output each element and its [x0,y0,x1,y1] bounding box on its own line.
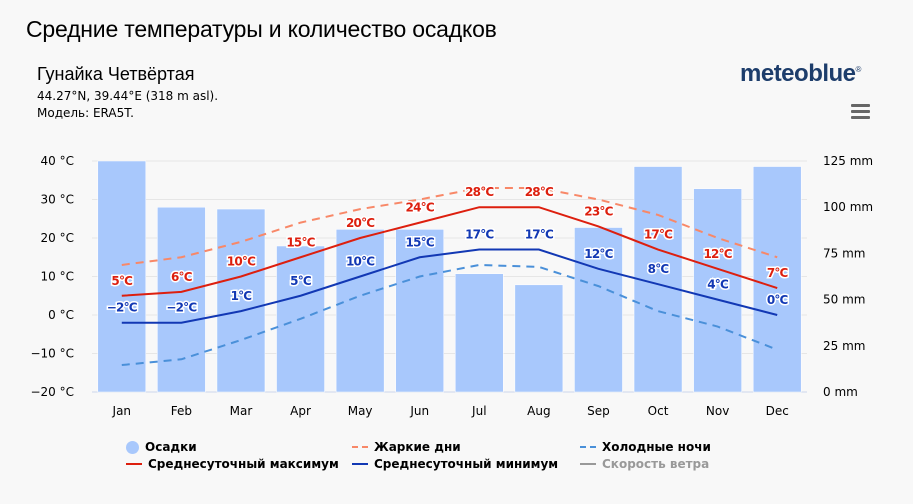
data-label: −2°C [166,301,197,315]
y-tick-label: −10 °C [30,347,74,361]
data-label: 10°C [227,255,256,269]
data-label: 0°C [767,293,789,307]
x-tick-label: Oct [648,404,669,418]
x-tick-label: Jul [471,404,486,418]
data-label: 5°C [111,274,133,288]
data-label: 4°C [707,278,729,292]
y2-tick-label: 25 mm [823,339,865,353]
legend-label: Скорость ветра [602,457,710,471]
location-name: Гунайка Четвёртая [37,64,195,84]
legend-label: Среднесуточный минимум [374,457,559,471]
precip-bar [157,206,206,393]
data-label: 20°C [346,216,375,230]
legend-min[interactable]: Среднесуточный минимум [352,457,558,471]
data-label: 17°C [525,228,554,242]
precip-bar [574,227,623,393]
data-label: 8°C [648,262,670,276]
y2-tick-label: 50 mm [823,293,865,307]
cold-nights-line [121,263,778,367]
y2-tick-label: 125 mm [823,154,873,168]
climate-chart: 40 °C 30 °C 20 °C 10 °C 0 °C −10 °C −20 °C 125 … [30,154,873,418]
y-tick-label: 20 °C [41,231,74,245]
x-tick-label: Jan [112,404,132,418]
data-label: −2°C [107,301,138,315]
y-tick-label: 10 °C [41,270,74,284]
legend-cold[interactable]: Холодные ночи [580,440,711,454]
y2-tick-label: 75 mm [823,246,865,260]
data-label: 15°C [406,235,435,249]
max-temp-line [121,206,778,297]
line-icon [126,463,142,465]
legend-label: Жаркие дни [374,440,461,454]
y-tick-label: 30 °C [41,193,74,207]
data-label: 1°C [231,289,253,303]
data-label: 10°C [346,255,375,269]
precip-bar [216,208,266,393]
data-label: 17°C [644,228,673,242]
data-label: 23°C [584,204,613,218]
y-tick-label: −20 °C [30,385,74,399]
data-label: 12°C [584,247,613,261]
precip-bar [514,284,564,393]
dashed-line-icon [352,446,368,448]
precip-bar [395,229,444,393]
model-info: Модель: ERA5T. [37,106,134,120]
x-tick-label: Aug [527,404,550,418]
data-label: 7°C [767,266,789,280]
precip-bar [97,160,147,393]
y-tick-label: 0 °C [48,308,74,322]
data-label: 17°C [465,228,494,242]
data-label: 12°C [703,247,732,261]
precip-bar [752,166,802,393]
precip-bar [693,188,742,393]
circle-icon [126,440,139,454]
line-icon [352,463,368,465]
data-label: 5°C [290,274,312,288]
legend-wind[interactable]: Скорость ветра [580,457,709,471]
hot-days-line [121,186,778,266]
precip-bar [335,229,385,393]
data-label: 24°C [406,201,435,215]
legend-label: Осадки [145,440,197,454]
meteoblue-logo[interactable]: meteoblue® [740,60,861,87]
x-tick-label: Feb [171,404,192,418]
x-tick-label: Jun [409,404,429,418]
hamburger-icon[interactable] [851,104,870,119]
y2-tick-label: 0 mm [823,385,858,399]
legend-label: Среднесуточный максимум [148,457,339,471]
x-tick-label: Nov [706,404,729,418]
min-temp-line [121,248,778,324]
page-title: Средние температуры и количество осадков [26,16,497,42]
x-tick-label: May [348,404,373,418]
x-tick-label: Sep [587,404,610,418]
data-label: 28°C [465,185,494,199]
legend-precip[interactable]: Осадки [126,440,197,454]
logo-text: meteoblue [740,60,856,87]
x-tick-label: Apr [290,404,311,418]
legend-max[interactable]: Среднесуточный максимум [126,457,339,471]
y2-tick-label: 100 mm [823,200,873,214]
coordinates: 44.27°N, 39.44°E (318 m asl). [37,89,219,103]
data-label: 15°C [286,235,315,249]
y-tick-label: 40 °C [41,154,74,168]
x-tick-label: Mar [230,404,253,418]
data-label: 28°C [525,185,554,199]
line-icon [580,463,596,465]
data-label: 6°C [171,270,193,284]
legend-label: Холодные ночи [602,440,711,454]
legend-hot[interactable]: Жаркие дни [352,440,461,454]
dashed-line-icon [580,446,596,448]
precip-bar [633,166,683,393]
x-tick-label: Dec [766,404,789,418]
precip-bar [455,273,504,393]
